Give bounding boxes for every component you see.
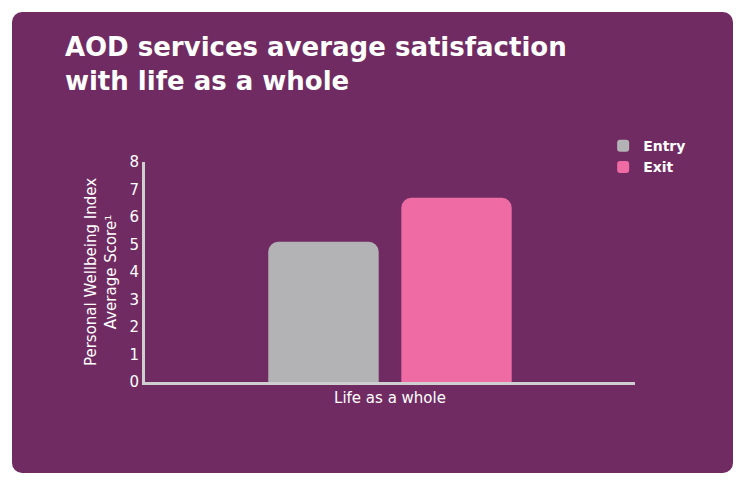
svg-text:AOD services average satisfact: AOD services average satisfactionwith li… [65,32,567,96]
svg-text:4: 4 [129,263,139,281]
svg-text:Exit: Exit [643,159,673,175]
svg-text:Entry: Entry [643,138,685,154]
svg-text:6: 6 [129,208,139,226]
svg-text:Life as a whole: Life as a whole [334,389,446,407]
svg-text:7: 7 [129,181,139,199]
svg-text:Personal Wellbeing IndexAverag: Personal Wellbeing IndexAverage Score¹ [82,178,120,366]
svg-text:1: 1 [129,346,139,364]
svg-text:3: 3 [129,291,139,309]
svg-text:8: 8 [129,153,139,171]
svg-text:5: 5 [129,236,139,254]
svg-text:0: 0 [129,373,139,391]
svg-text:2: 2 [129,318,139,336]
